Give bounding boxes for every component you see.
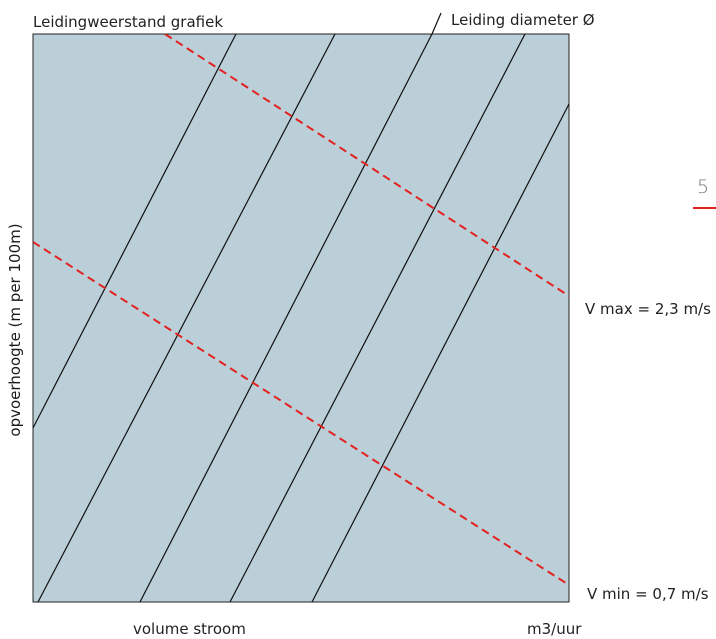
x-axis-label: volume stroom xyxy=(133,620,246,638)
x-axis-unit: m3/uur xyxy=(527,620,582,638)
diameter-line-1 xyxy=(33,34,237,429)
y-axis-label: opvoerhoogte (m per 100m) xyxy=(6,223,24,437)
vmin-label: V min = 0,7 m/s xyxy=(587,585,709,603)
diameter-line-3 xyxy=(139,34,433,602)
diameter-line-leader xyxy=(431,12,442,35)
plot-area xyxy=(32,33,570,603)
chart-title: Leidingweerstand grafiek xyxy=(33,13,224,31)
vmin-line xyxy=(33,241,569,586)
page-number: 5 xyxy=(697,176,710,198)
diameter-line-4 xyxy=(229,34,526,602)
diameter-label: Leiding diameter Ø xyxy=(451,11,595,29)
page-number-marker xyxy=(693,207,716,209)
diameter-line-5 xyxy=(311,103,569,602)
vmax-label: V max = 2,3 m/s xyxy=(585,300,711,318)
diameter-line-2 xyxy=(37,34,336,602)
vmax-line xyxy=(164,34,569,297)
